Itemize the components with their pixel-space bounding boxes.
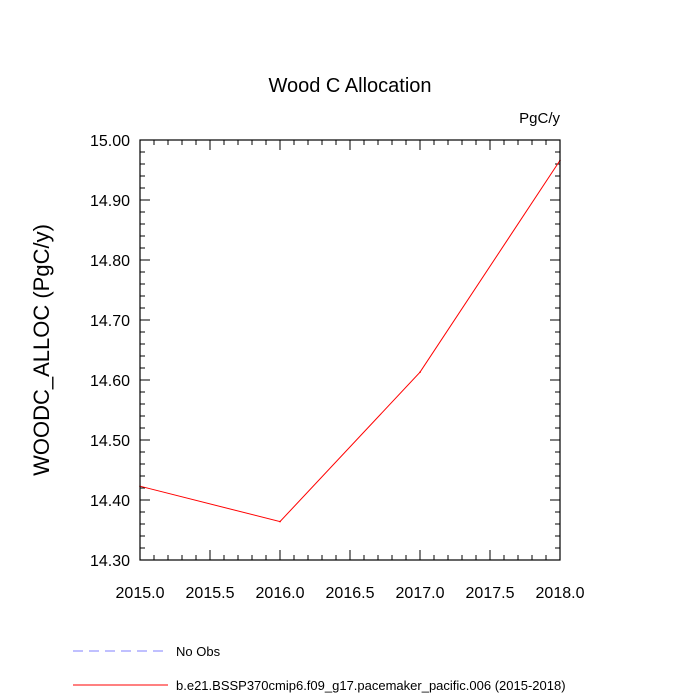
y-tick-label: 14.70 (90, 313, 130, 330)
series-line (139, 160, 561, 523)
x-tick-label: 2017.5 (466, 585, 515, 602)
x-tick-label: 2016.0 (256, 585, 305, 602)
legend: No Obs b.e21.BSSP370cmip6.f09_g17.pacemak… (73, 644, 566, 693)
y-tick-label: 15.00 (90, 133, 130, 150)
x-tick-label: 2016.5 (326, 585, 375, 602)
legend-label: No Obs (176, 644, 221, 659)
major-ticks (139, 139, 561, 561)
x-tick-label: 2018.0 (536, 585, 585, 602)
series-layer (139, 159, 561, 523)
y-tick-labels: 14.30 14.40 14.50 14.60 14.70 14.80 14.90 15.00 (90, 133, 130, 570)
y-tick-label: 14.30 (90, 553, 130, 570)
units-label: PgC/y (519, 110, 560, 127)
y-tick-label: 14.50 (90, 433, 130, 450)
x-tick-labels: 2015.0 2015.5 2016.0 2016.5 2017.0 2017.5 2018… (116, 585, 585, 602)
x-tick-label: 2015.0 (116, 585, 165, 602)
x-tick-label: 2017.0 (396, 585, 445, 602)
y-tick-label: 14.60 (90, 373, 130, 390)
legend-label: b.e21.BSSP370cmip6.f09_g17.pacemaker_pac… (176, 678, 566, 693)
data-point (419, 371, 421, 374)
y-tick-label: 14.90 (90, 193, 130, 210)
chart-title: Wood C Allocation (268, 75, 431, 97)
minor-ticks (140, 140, 560, 560)
data-point (279, 520, 281, 523)
x-tick-label: 2015.5 (186, 585, 235, 602)
y-axis-label: WOODC_ALLOC (PgC/y) (29, 224, 54, 476)
y-tick-label: 14.80 (90, 253, 130, 270)
plot-frame (139, 139, 561, 561)
y-tick-label: 14.40 (90, 493, 130, 510)
